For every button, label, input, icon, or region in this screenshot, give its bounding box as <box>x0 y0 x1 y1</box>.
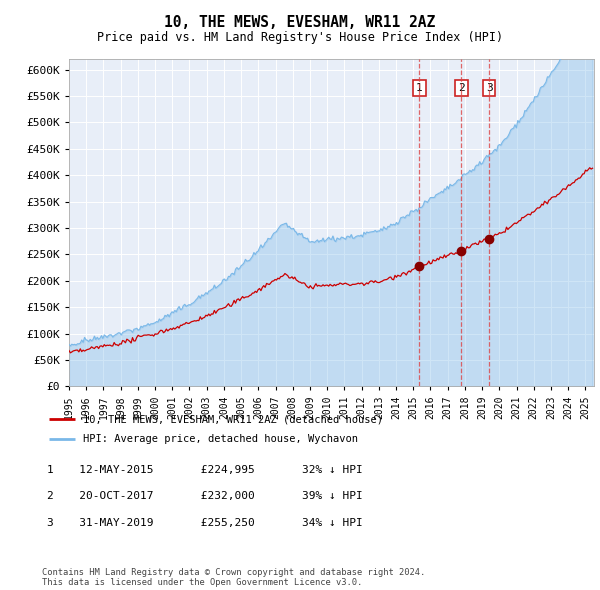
Text: 3: 3 <box>486 83 493 93</box>
Text: 1: 1 <box>416 83 423 93</box>
Text: 2: 2 <box>458 83 465 93</box>
Text: Contains HM Land Registry data © Crown copyright and database right 2024.
This d: Contains HM Land Registry data © Crown c… <box>42 568 425 587</box>
Text: 2: 2 <box>46 491 53 501</box>
Text: HPI: Average price, detached house, Wychavon: HPI: Average price, detached house, Wych… <box>83 434 358 444</box>
Text: 31-MAY-2019       £255,250       34% ↓ HPI: 31-MAY-2019 £255,250 34% ↓ HPI <box>59 518 362 527</box>
Text: 10, THE MEWS, EVESHAM, WR11 2AZ: 10, THE MEWS, EVESHAM, WR11 2AZ <box>164 15 436 30</box>
Text: Price paid vs. HM Land Registry's House Price Index (HPI): Price paid vs. HM Land Registry's House … <box>97 31 503 44</box>
Text: 1: 1 <box>46 465 53 474</box>
Text: 12-MAY-2015       £224,995       32% ↓ HPI: 12-MAY-2015 £224,995 32% ↓ HPI <box>59 465 362 474</box>
Text: 3: 3 <box>46 518 53 527</box>
Text: 20-OCT-2017       £232,000       39% ↓ HPI: 20-OCT-2017 £232,000 39% ↓ HPI <box>59 491 362 501</box>
Text: 10, THE MEWS, EVESHAM, WR11 2AZ (detached house): 10, THE MEWS, EVESHAM, WR11 2AZ (detache… <box>83 414 383 424</box>
